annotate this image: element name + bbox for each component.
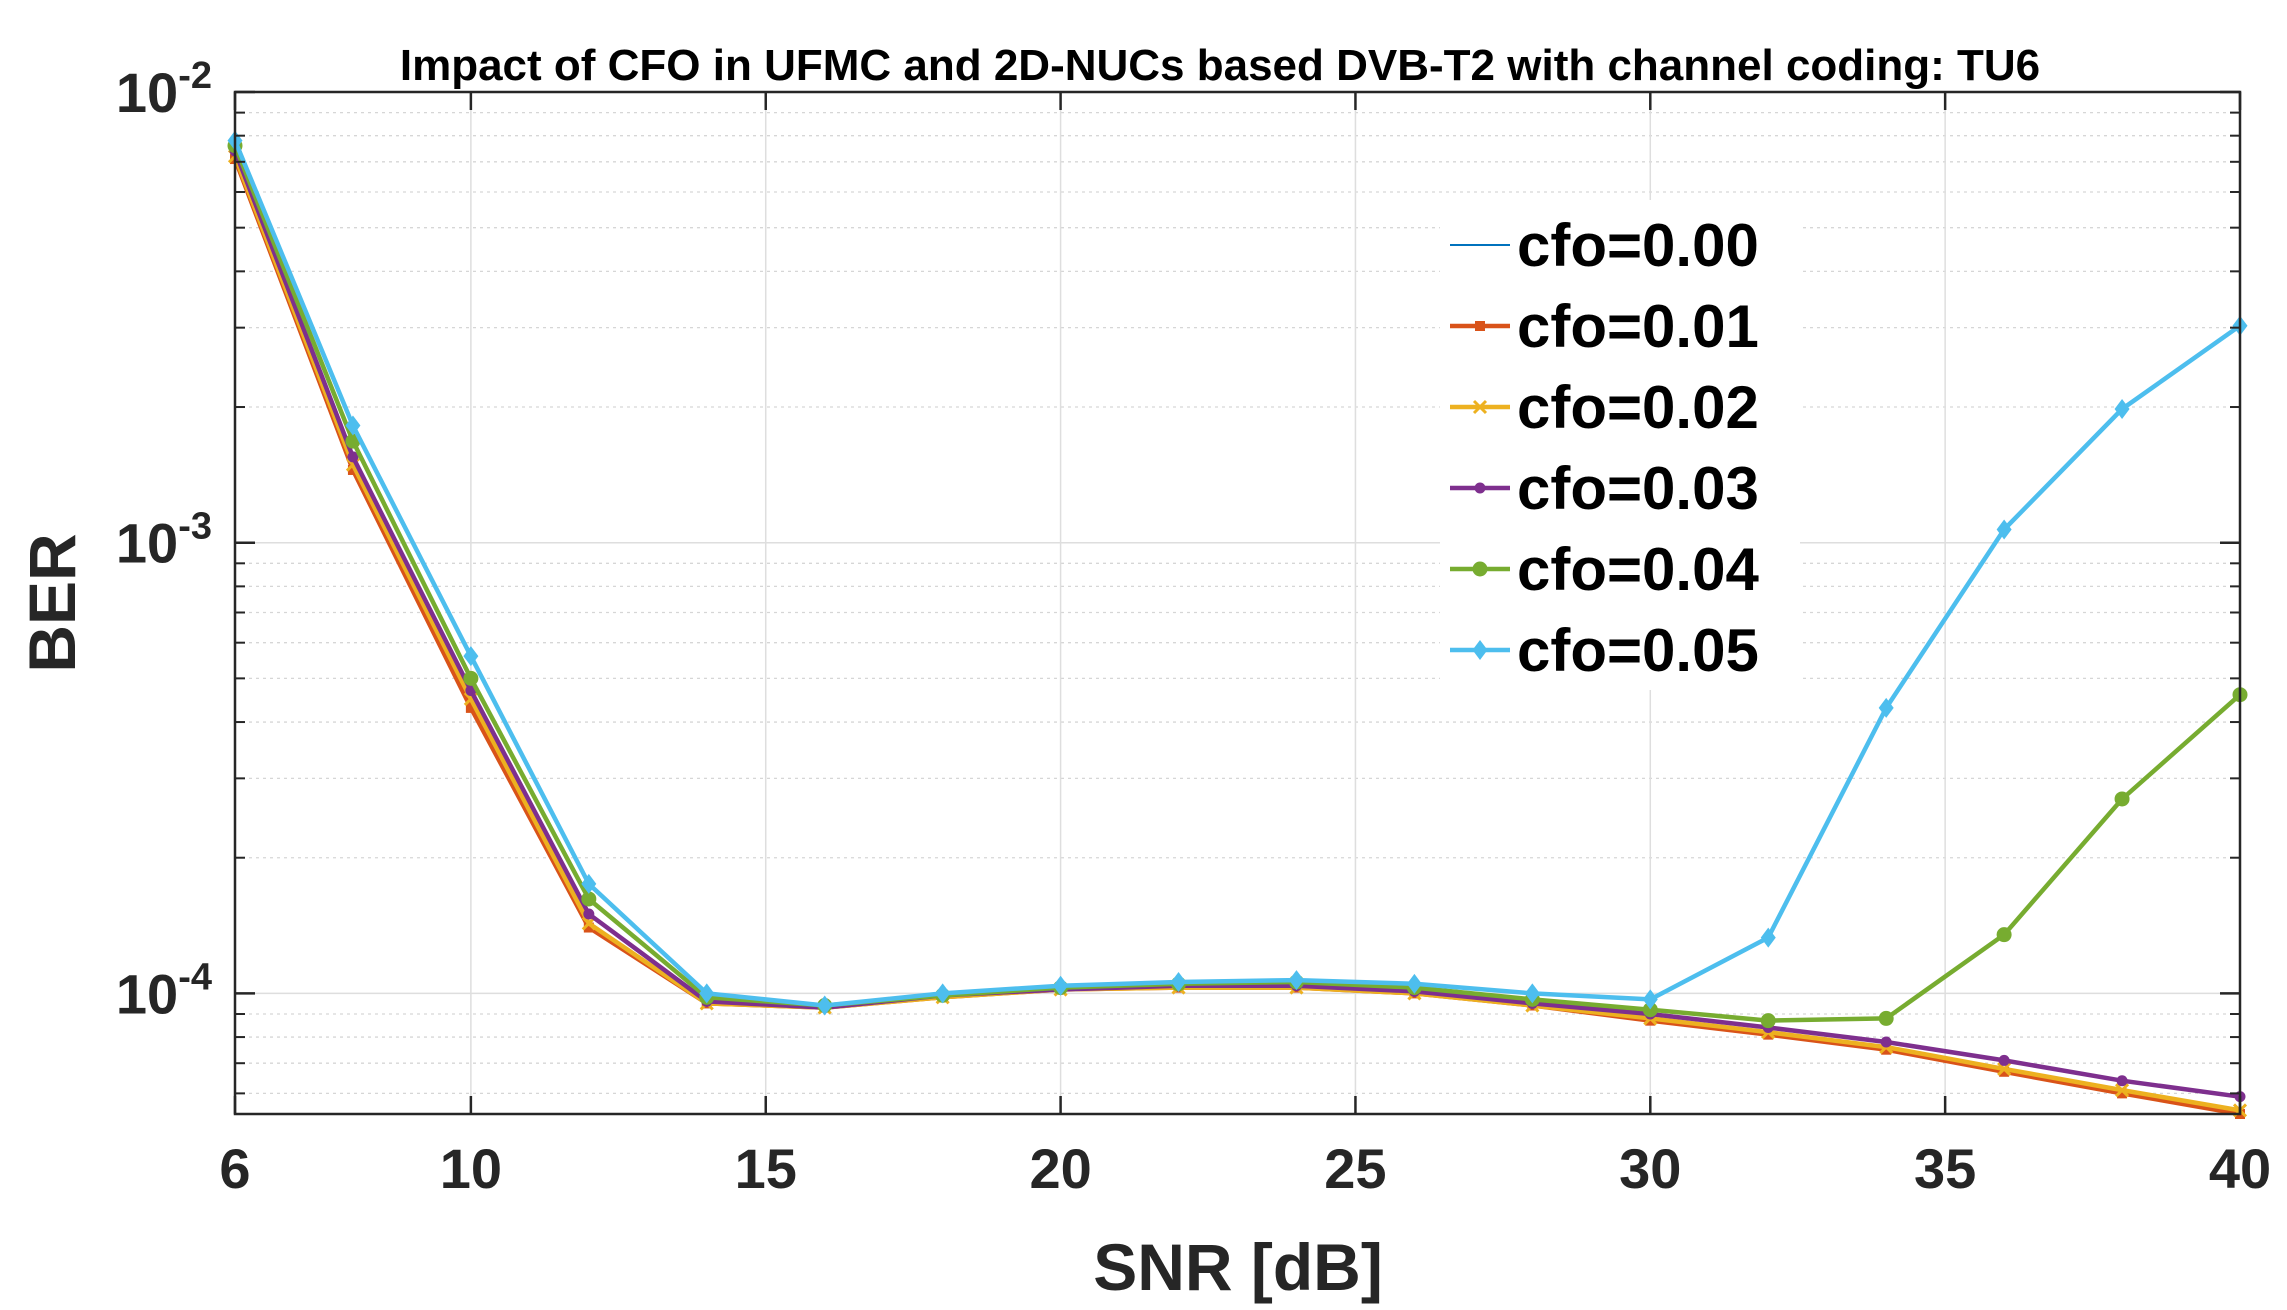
square-marker <box>465 702 476 713</box>
diamond-marker <box>1878 697 1894 718</box>
series-line <box>232 150 2241 1099</box>
series-line <box>232 139 2242 1008</box>
diamond-marker <box>1406 973 1422 994</box>
diamond-marker <box>935 983 951 1004</box>
y-tick-label: 10-2 <box>116 55 212 124</box>
legend-label: cfo=0.00 <box>1517 212 1759 279</box>
circle-marker <box>581 891 597 907</box>
dot-marker <box>1880 1036 1892 1048</box>
square-marker <box>347 464 358 475</box>
diamond-marker <box>1288 970 1304 991</box>
square-marker <box>1999 1066 2010 1077</box>
square-marker <box>583 922 594 933</box>
diamond-marker <box>1642 989 1658 1010</box>
x-tick-label: 20 <box>1029 1137 1091 1200</box>
legend-label: cfo=0.03 <box>1517 455 1759 522</box>
legend-label: cfo=0.04 <box>1517 536 1759 603</box>
plot-frame <box>233 90 2242 1116</box>
y-tick-label: 10-4 <box>116 956 212 1025</box>
x-tick-label: 35 <box>1914 1137 1976 1200</box>
diamond-marker <box>463 646 479 667</box>
x-tick-label: 30 <box>1619 1137 1681 1200</box>
series-cfo=0.05 <box>227 130 2248 1016</box>
circle-marker <box>1760 1013 1776 1029</box>
diamond-marker <box>1760 927 1776 948</box>
dot-marker <box>1474 482 1486 494</box>
legend-label: cfo=0.05 <box>1517 617 1759 684</box>
circle-marker <box>463 670 479 686</box>
legend: cfo=0.00 cfo=0.01 cfo=0.02 cfo=0.03 cfo=0.04… <box>1440 200 1800 690</box>
legend-item: cfo=0.05 <box>1450 617 1759 684</box>
diamond-marker <box>817 995 833 1016</box>
x-marker <box>2114 1083 2130 1098</box>
chart-title: Impact of CFO in UFMC and 2D-NUCs based … <box>400 41 2040 90</box>
x-marker <box>1997 1061 2012 1076</box>
legend-item: cfo=0.04 <box>1450 536 1759 603</box>
diamond-marker <box>699 983 715 1004</box>
y-tick-labels: 10-4 10-3 10-2 <box>116 55 212 1025</box>
dot-marker <box>1998 1054 2010 1066</box>
x-tick-labels: 6 10 15 20 25 30 35 40 <box>219 1137 2271 1200</box>
legend-item: cfo=0.02 <box>1450 374 1759 441</box>
diamond-marker <box>1053 975 1069 996</box>
dot-marker <box>2116 1075 2128 1087</box>
square-marker <box>1881 1044 1892 1055</box>
diamond-marker <box>1472 640 1488 660</box>
legend-label: cfo=0.01 <box>1517 293 1759 360</box>
diamond-marker <box>2114 398 2130 419</box>
circle-marker <box>1878 1010 1894 1026</box>
circle-marker <box>1472 561 1488 577</box>
x-tick-label: 25 <box>1324 1137 1386 1200</box>
diamond-marker <box>581 873 597 894</box>
legend-box <box>1440 200 1800 690</box>
circle-marker <box>2114 791 2130 807</box>
diamond-marker <box>1996 519 2012 540</box>
diamond-marker <box>1171 971 1187 992</box>
x-tick-label: 6 <box>219 1137 250 1200</box>
square-marker <box>1475 321 1485 331</box>
x-tick-label: 15 <box>735 1137 797 1200</box>
circle-marker <box>1996 927 2012 943</box>
square-marker <box>2117 1088 2128 1099</box>
legend-item: cfo=0.01 <box>1450 293 1759 360</box>
x-tick-label: 10 <box>440 1137 502 1200</box>
x-marker <box>1472 399 1488 415</box>
x-axis-label: SNR [dB] <box>1093 1230 1383 1304</box>
plot-area <box>235 92 2240 1114</box>
circle-marker <box>1642 1002 1658 1018</box>
x-tick-label: 40 <box>2209 1137 2271 1200</box>
square-marker <box>1763 1029 1774 1040</box>
axis-ticks <box>233 90 2242 1114</box>
legend-item: cfo=0.03 <box>1450 455 1759 522</box>
diamond-marker <box>345 415 361 436</box>
y-tick-label: 10-3 <box>116 506 212 575</box>
dot-marker <box>583 908 595 920</box>
diamond-marker <box>1524 983 1540 1004</box>
legend-label: cfo=0.02 <box>1517 374 1759 441</box>
dot-marker <box>347 451 359 463</box>
y-axis-label: BER <box>15 533 89 672</box>
legend-item: cfo=0.00 <box>1450 212 1759 279</box>
